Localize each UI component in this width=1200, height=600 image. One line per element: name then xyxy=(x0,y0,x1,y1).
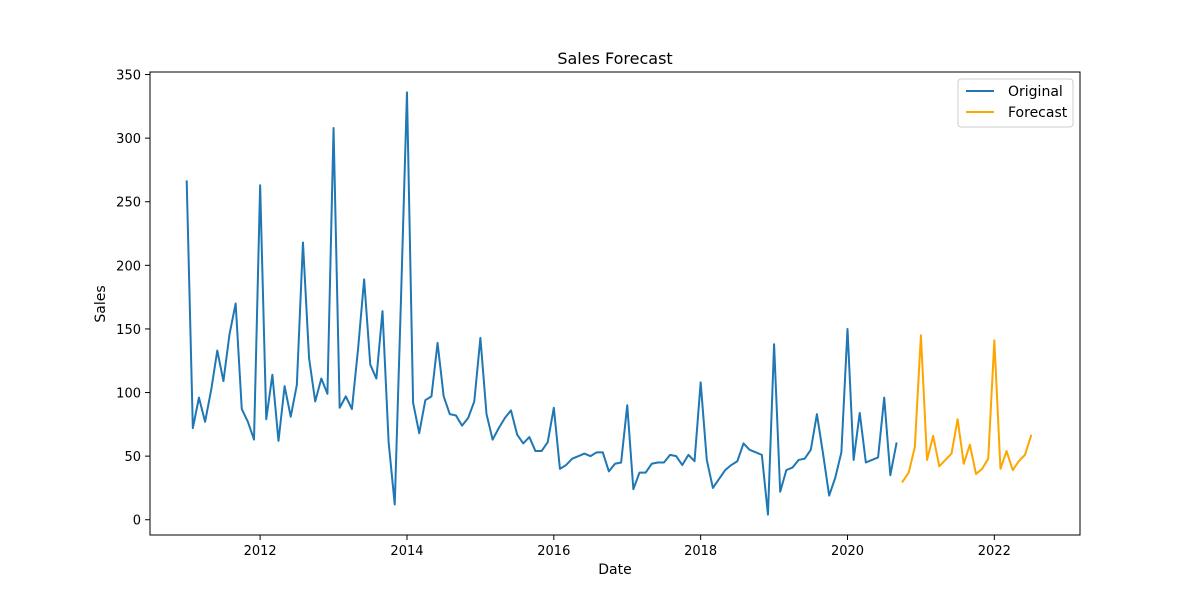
y-tick-label: 50 xyxy=(124,450,141,465)
chart-title: Sales Forecast xyxy=(557,49,672,68)
plot-area xyxy=(149,71,1081,536)
y-tick-label: 300 xyxy=(116,132,141,147)
x-axis: 2012 2014 2016 2018 2020 2022 xyxy=(244,535,1011,559)
y-axis-label: Sales xyxy=(93,285,109,322)
plot-frame xyxy=(149,71,1081,536)
x-tick-label: 2016 xyxy=(537,544,570,559)
y-tick-label: 0 xyxy=(133,514,141,529)
x-tick-label: 2018 xyxy=(684,544,717,559)
y-tick-label: 250 xyxy=(116,196,141,211)
series-line-original xyxy=(185,91,898,516)
y-tick-label: 350 xyxy=(116,69,141,84)
y-tick-label: 100 xyxy=(116,387,141,402)
legend-label-forecast: Forecast xyxy=(1008,105,1068,121)
legend-label-original: Original xyxy=(1008,84,1063,100)
x-tick-label: 2022 xyxy=(978,544,1011,559)
y-tick-label: 200 xyxy=(116,259,141,274)
legend: Original Forecast xyxy=(957,78,1074,128)
x-tick-label: 2014 xyxy=(390,544,423,559)
x-tick-label: 2020 xyxy=(831,544,864,559)
x-tick-label: 2012 xyxy=(244,544,277,559)
series-line-forecast xyxy=(901,334,1033,483)
y-axis: 0 50 100 150 200 250 300 350 xyxy=(116,69,150,529)
y-tick-label: 150 xyxy=(116,323,141,338)
x-axis-label: Date xyxy=(598,562,631,578)
